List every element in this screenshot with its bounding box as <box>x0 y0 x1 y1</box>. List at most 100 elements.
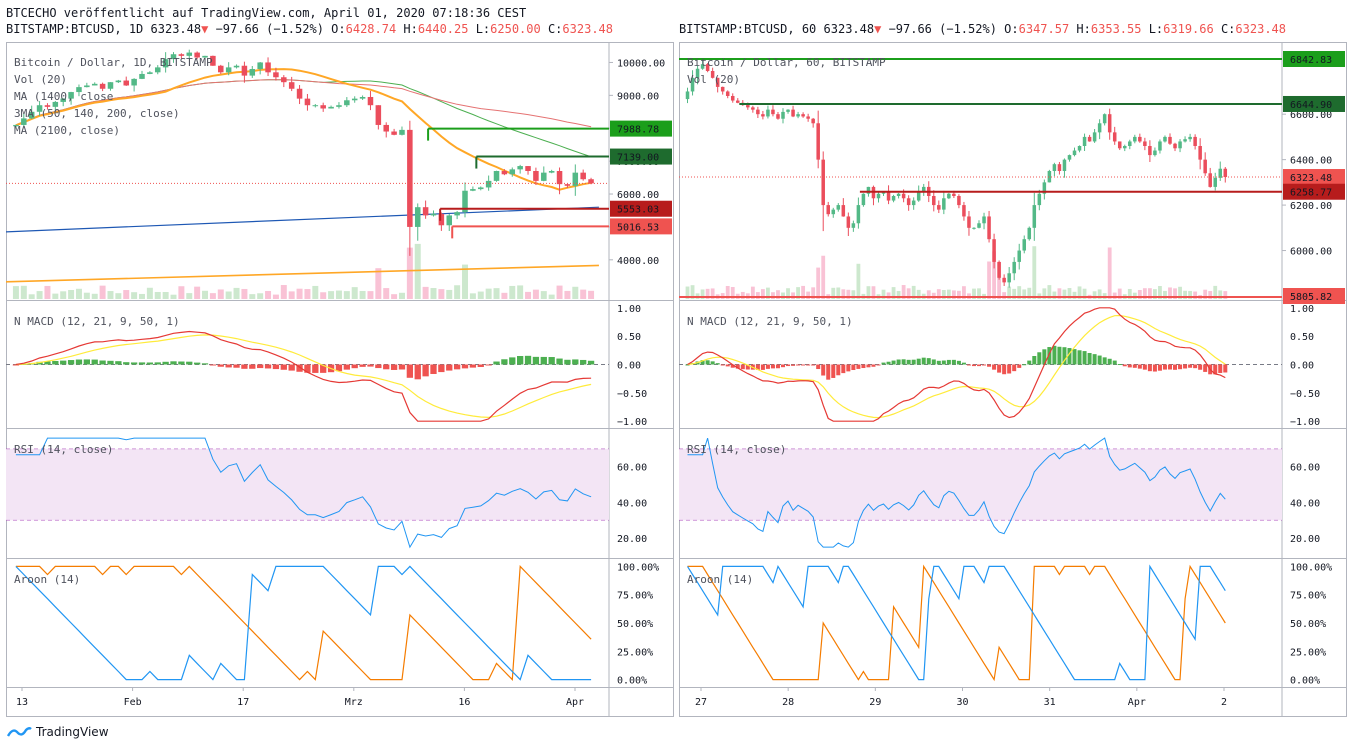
macd-histogram-bar <box>115 361 122 365</box>
macd-histogram-bar <box>60 360 67 365</box>
macd-histogram-bar <box>1193 364 1198 369</box>
candle-body <box>36 105 43 112</box>
volume-bar <box>52 293 59 299</box>
volume-bar <box>548 294 555 299</box>
daily-chart-svg[interactable]: 10000.009000.008000.007000.006000.005000… <box>6 42 674 717</box>
volume-bar <box>755 292 760 299</box>
macd-legend: N MACD (12, 21, 9, 50, 1) <box>687 315 853 328</box>
volume-bar <box>131 292 138 299</box>
candle-body <box>1117 141 1122 149</box>
volume-bar <box>154 291 161 299</box>
macd-histogram-bar <box>871 364 876 367</box>
macd-tick-label: 0.00 <box>617 361 641 372</box>
volume-bar <box>265 290 272 299</box>
volume-bar <box>20 285 27 299</box>
candle-body <box>147 72 153 74</box>
tradingview-footer[interactable]: TradingView <box>6 725 109 739</box>
volume-bar <box>1062 289 1067 299</box>
candle-body <box>320 105 326 109</box>
macd-histogram-bar <box>154 362 161 365</box>
macd-histogram-bar <box>715 363 720 365</box>
candle-body <box>1112 132 1117 142</box>
volume-bar <box>821 255 826 299</box>
volume-bar <box>68 289 75 299</box>
candle-body <box>1148 146 1152 156</box>
candle-body <box>972 227 976 229</box>
volume-bar <box>1022 289 1027 299</box>
candle-body <box>99 83 106 89</box>
left-ohlc-line: BITSTAMP:BTCUSD, 1D 6323.48▼ −97.66 (−1.… <box>6 22 613 36</box>
macd-tick-label: −0.50 <box>617 389 647 400</box>
price-legend-line: Vol (20) <box>687 73 740 86</box>
macd-tick-label: −1.00 <box>1290 417 1320 428</box>
candle-body <box>170 54 177 60</box>
candle-body <box>730 96 735 101</box>
candle-body <box>60 98 66 102</box>
macd-histogram-bar <box>1147 364 1152 372</box>
candle-body <box>1218 168 1223 178</box>
down-arrow-icon: ▼ <box>201 22 209 36</box>
candle-body <box>493 171 500 181</box>
macd-histogram-bar <box>162 361 169 365</box>
volume-bar <box>186 293 193 299</box>
macd-histogram-bar <box>383 364 390 370</box>
rsi-legend: RSI (14, close) <box>687 443 786 456</box>
candle-body <box>1138 136 1142 142</box>
right-symbol: BITSTAMP:BTCUSD, 60 <box>679 22 817 36</box>
aroon-legend: Aroon (14) <box>14 573 80 586</box>
candle-body <box>1188 136 1192 140</box>
volume-bar <box>517 285 524 299</box>
volume-bar <box>44 285 51 299</box>
right-close: 6323.48 <box>1235 22 1286 36</box>
candle-body <box>916 191 921 201</box>
candle-body <box>1163 136 1167 142</box>
macd-histogram-bar <box>936 360 941 365</box>
candle-body <box>21 118 27 125</box>
hourly-chart-svg[interactable]: 6600.00 6400.00 6200.00 6000.00 6842.83 6644.… <box>679 42 1347 717</box>
price-tick-label: 10000.00 <box>617 58 665 69</box>
candle-body <box>841 205 846 217</box>
volume-bar <box>525 291 532 299</box>
candle-body <box>123 80 129 86</box>
volume-bar <box>1223 291 1228 299</box>
volume-bar <box>217 289 224 299</box>
volume-bar <box>462 264 469 299</box>
price-legend-line: Bitcoin / Dollar, 60, BITSTAMP <box>687 56 886 69</box>
macd-histogram-bar <box>1183 364 1188 369</box>
candle-body <box>588 179 594 184</box>
candle-body <box>391 131 397 135</box>
aroon-up-line <box>687 564 1226 682</box>
macd-histogram-bar <box>257 364 264 369</box>
candle-body <box>517 166 523 170</box>
volume-bar <box>1097 289 1102 299</box>
volume-bar <box>1057 288 1062 299</box>
candle-body <box>556 171 563 185</box>
candle-body <box>265 62 271 73</box>
macd-histogram-bar <box>1052 345 1057 365</box>
time-tick-label: 27 <box>695 697 707 708</box>
rsi-line <box>687 437 1226 548</box>
daily-chart[interactable]: 10000.009000.008000.007000.006000.005000… <box>6 42 674 717</box>
macd-histogram-bar <box>351 364 358 369</box>
hourly-chart[interactable]: 6600.00 6400.00 6200.00 6000.00 6842.83 6644.… <box>679 42 1347 717</box>
macd-histogram-bar <box>296 364 303 372</box>
time-tick-label: 17 <box>237 697 249 708</box>
macd-histogram-bar <box>735 364 740 369</box>
macd-histogram-bar <box>1218 364 1223 373</box>
macd-histogram-bar <box>209 364 217 366</box>
candle-body <box>359 96 366 99</box>
macd-histogram-bar <box>951 359 956 365</box>
price-legend-line: MA (2100, close) <box>14 124 120 137</box>
volume-bar <box>178 286 185 299</box>
candle-body <box>1193 136 1197 146</box>
candle-body <box>470 189 476 191</box>
aroon-up-line <box>15 565 592 681</box>
macd-histogram-bar <box>931 359 936 365</box>
rsi-tick-label: 20.00 <box>1290 534 1320 545</box>
candle-body <box>952 193 956 196</box>
candle-body <box>806 116 810 119</box>
rsi-tick-label: 60.00 <box>617 463 647 474</box>
macd-histogram-bar <box>138 362 146 365</box>
macd-histogram-bar <box>1097 355 1102 365</box>
ma-red-line <box>15 79 592 128</box>
